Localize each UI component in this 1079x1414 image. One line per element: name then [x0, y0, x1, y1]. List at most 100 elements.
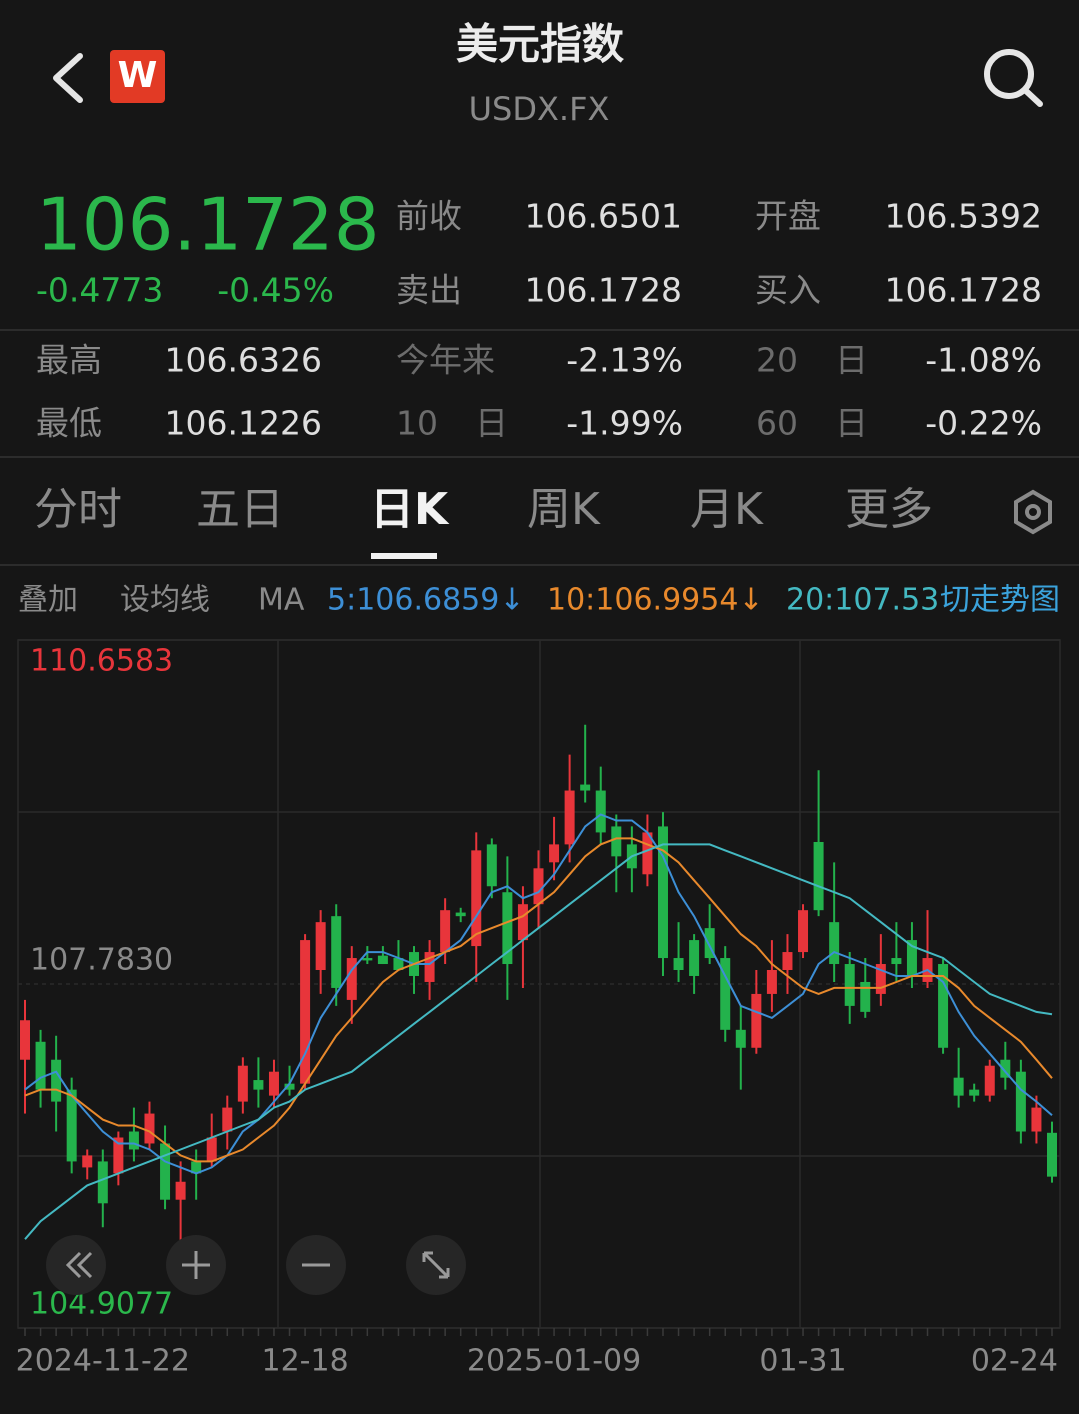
- tab[interactable]: 分时: [34, 484, 122, 535]
- zoom-controls: [46, 1235, 466, 1295]
- tab[interactable]: 五日: [196, 484, 284, 535]
- candle-body: [782, 952, 793, 971]
- stat-label: 日: [475, 404, 508, 443]
- candle-body: [829, 922, 840, 965]
- candle-body: [440, 910, 451, 953]
- candle-body: [35, 1041, 46, 1090]
- candle-body: [268, 1071, 279, 1096]
- stat-value: -2.13%: [566, 341, 683, 380]
- tab-active[interactable]: 日K: [370, 484, 450, 535]
- candle-body: [362, 958, 373, 961]
- tab[interactable]: 周K: [527, 484, 601, 535]
- plot: 104.9077 107.7830 110.6583 2024-11-22 12-18 2…: [16, 639, 1060, 1379]
- candle-body: [860, 981, 871, 1012]
- stat-label: 60: [756, 404, 798, 443]
- stat-label: 10: [396, 404, 438, 443]
- ma-settings-button[interactable]: 设均线: [120, 583, 210, 618]
- candle-body: [113, 1137, 124, 1174]
- candle-body: [689, 940, 700, 976]
- candle-body: [611, 826, 622, 857]
- icon: [422, 1251, 450, 1279]
- x-tick-label: 01-31: [759, 1344, 846, 1379]
- candle-body: [766, 970, 777, 994]
- candle-body: [533, 868, 544, 905]
- field-label: 开盘: [755, 197, 821, 236]
- candle-body: [424, 952, 435, 982]
- stat-value: 106.6326: [165, 341, 322, 380]
- candle-body: [284, 1083, 295, 1090]
- candle-body: [891, 958, 902, 965]
- candle-body: [906, 940, 917, 976]
- candle-body: [128, 1131, 139, 1150]
- candle-body: [580, 784, 591, 791]
- candle-body: [642, 832, 653, 875]
- candle-body: [564, 790, 575, 845]
- toolbar: 叠加 设均线 MA 5:106.6859↓ 10:106.9954↓ 20:10…: [18, 583, 1060, 618]
- candle-body: [377, 955, 388, 965]
- candle-body: [595, 790, 606, 833]
- stat-label: 最低: [36, 404, 102, 443]
- ma-line: [24, 837, 1053, 1163]
- title: 美元指数: [456, 20, 624, 69]
- badge-text: W: [118, 55, 158, 96]
- candle-body: [237, 1065, 248, 1102]
- candle-body: [751, 993, 762, 1048]
- candle-body: [300, 940, 311, 1084]
- ma-legend: 10:106.9954↓: [547, 583, 764, 618]
- price: 106.1728: [36, 183, 380, 267]
- y-tick-label: 110.6583: [30, 644, 173, 679]
- candle-body: [549, 844, 560, 863]
- candle-body: [331, 916, 342, 988]
- stat-value: -0.22%: [925, 404, 1042, 443]
- field-value: 106.1728: [525, 271, 682, 310]
- candle-body: [969, 1089, 980, 1096]
- candle-body: [517, 904, 528, 941]
- stat-value: 106.1226: [165, 404, 322, 443]
- candle-body: [798, 910, 809, 953]
- tab[interactable]: 月K: [690, 484, 764, 535]
- stat-label: 日: [835, 341, 868, 380]
- field-label: 买入: [755, 271, 821, 310]
- code: USDX.FX: [469, 90, 610, 128]
- tab[interactable]: 更多: [845, 484, 933, 535]
- candle-body: [657, 826, 668, 959]
- x-tick-label: 12-18: [261, 1344, 348, 1379]
- switch-trend-button[interactable]: 切走势图: [940, 583, 1060, 618]
- candle-body: [20, 1020, 30, 1060]
- icon: [65, 1251, 93, 1279]
- overlay-button[interactable]: 叠加: [18, 583, 78, 618]
- scroll-left-button[interactable]: [46, 1235, 106, 1295]
- tabs: 分时 五日 日K 周K 月K 更多: [34, 484, 933, 535]
- candle-body: [66, 1089, 77, 1162]
- ma-legend: 5:106.6859↓: [327, 583, 524, 618]
- candle-body: [486, 844, 497, 887]
- candle-body: [471, 850, 482, 947]
- x-tick-label: 2025-01-09: [467, 1344, 641, 1379]
- candle-body: [191, 1161, 202, 1174]
- candle-body: [813, 841, 824, 911]
- candle-body: [1031, 1107, 1042, 1132]
- candle-body: [1047, 1132, 1057, 1177]
- candle-body: [502, 892, 513, 965]
- candle-body: [720, 958, 731, 1030]
- candle-body: [704, 928, 715, 959]
- candle-body: [82, 1155, 93, 1168]
- candle-body: [315, 922, 326, 971]
- quote-fields: 前收 106.6501 开盘 106.5392 卖出 106.1728 买入 1…: [396, 197, 1042, 310]
- stats: 最高 106.6326 今年来 -2.13% 20 日 -1.08% 最低 10…: [36, 341, 1042, 443]
- ma-line: [24, 843, 1053, 1240]
- stat-label: 20: [756, 341, 798, 380]
- candle-body: [222, 1107, 233, 1132]
- back-button[interactable]: [53, 53, 83, 103]
- candle-body: [875, 964, 886, 994]
- candle-body: [144, 1113, 155, 1144]
- candle-body: [984, 1065, 995, 1096]
- badge: [110, 50, 165, 103]
- search-button[interactable]: [984, 49, 1043, 107]
- candle-body: [953, 1077, 964, 1096]
- settings-button[interactable]: [1014, 489, 1052, 535]
- x-tick-label: 2024-11-22: [16, 1344, 190, 1379]
- icon: [182, 1251, 210, 1279]
- candle-body: [160, 1143, 171, 1200]
- ma-legend: 20:107.53: [786, 583, 939, 618]
